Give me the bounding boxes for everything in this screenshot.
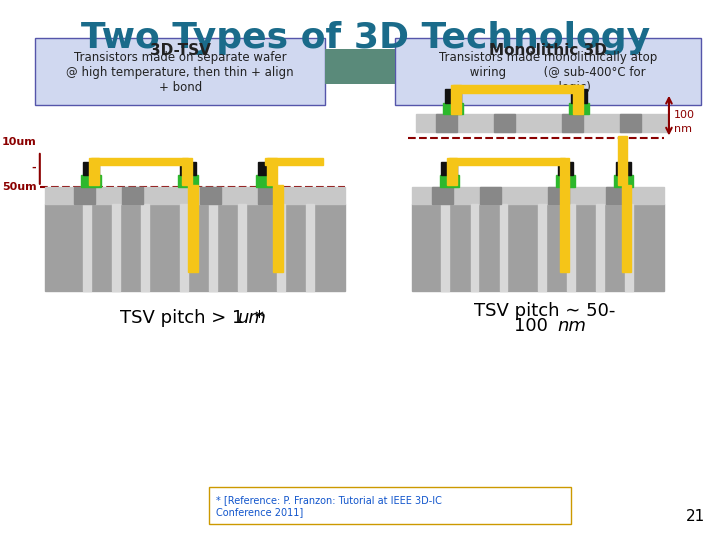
Bar bbox=[81, 175, 101, 187]
Bar bbox=[273, 185, 283, 272]
Text: 50um: 50um bbox=[2, 182, 37, 192]
Bar bbox=[441, 161, 457, 175]
Bar bbox=[256, 175, 275, 187]
Bar bbox=[325, 49, 395, 84]
Bar bbox=[45, 187, 345, 204]
Text: Transistors made on separate wafer
@ high temperature, then thin + align
+ bond: Transistors made on separate wafer @ hig… bbox=[66, 51, 294, 94]
Text: nm: nm bbox=[674, 124, 692, 134]
FancyBboxPatch shape bbox=[35, 38, 325, 105]
Bar bbox=[188, 185, 197, 272]
Bar bbox=[84, 161, 99, 175]
Bar bbox=[141, 204, 149, 291]
Bar bbox=[616, 161, 631, 175]
Bar bbox=[182, 158, 192, 185]
Bar bbox=[238, 204, 246, 291]
Bar bbox=[258, 161, 273, 175]
Bar bbox=[494, 114, 515, 132]
Text: 100: 100 bbox=[513, 317, 547, 335]
FancyBboxPatch shape bbox=[210, 487, 571, 524]
Bar bbox=[447, 158, 457, 185]
Bar bbox=[567, 204, 575, 291]
Bar bbox=[571, 89, 587, 103]
Bar bbox=[570, 103, 589, 114]
Bar bbox=[446, 89, 461, 103]
FancyBboxPatch shape bbox=[395, 38, 701, 105]
Bar bbox=[432, 187, 453, 204]
Bar bbox=[556, 175, 575, 187]
Bar bbox=[180, 161, 196, 175]
Bar bbox=[122, 187, 143, 204]
Bar bbox=[596, 204, 604, 291]
Bar bbox=[573, 85, 582, 114]
Bar bbox=[266, 158, 323, 165]
Bar bbox=[606, 187, 627, 204]
Bar bbox=[441, 204, 449, 291]
Text: Monolithic 3D: Monolithic 3D bbox=[489, 43, 607, 58]
Bar bbox=[449, 158, 565, 165]
Text: 100: 100 bbox=[674, 110, 695, 120]
Text: * [Reference: P. Franzon: Tutorial at IEEE 3D-IC
Conference 2011]: * [Reference: P. Franzon: Tutorial at IE… bbox=[216, 495, 442, 517]
Text: 10um: 10um bbox=[2, 137, 37, 147]
Bar bbox=[258, 187, 279, 204]
Bar bbox=[416, 114, 668, 132]
Text: Two Types of 3D Technology: Two Types of 3D Technology bbox=[81, 21, 651, 55]
Bar bbox=[277, 204, 284, 291]
Text: nm: nm bbox=[557, 317, 587, 335]
Bar bbox=[471, 204, 478, 291]
Bar bbox=[618, 137, 627, 185]
Bar bbox=[436, 114, 457, 132]
Text: Transistors made monolithically atop
     wiring          (@ sub-400°C for
     : Transistors made monolithically atop wir… bbox=[438, 51, 657, 94]
Bar bbox=[620, 114, 641, 132]
Bar bbox=[453, 85, 579, 93]
Bar bbox=[539, 204, 546, 291]
Bar bbox=[45, 204, 345, 291]
Bar bbox=[559, 185, 570, 272]
Bar bbox=[73, 187, 95, 204]
Bar bbox=[84, 204, 91, 291]
Text: um: um bbox=[238, 309, 267, 327]
Bar bbox=[199, 187, 221, 204]
Bar bbox=[91, 158, 188, 165]
Bar bbox=[480, 187, 502, 204]
Bar bbox=[439, 175, 459, 187]
Bar bbox=[557, 161, 573, 175]
Bar bbox=[613, 175, 633, 187]
Bar bbox=[179, 175, 197, 187]
Bar bbox=[112, 204, 120, 291]
Text: 3D-TSV: 3D-TSV bbox=[150, 43, 210, 58]
Bar bbox=[444, 103, 463, 114]
Bar bbox=[626, 204, 633, 291]
Text: 21: 21 bbox=[685, 509, 705, 524]
Bar bbox=[621, 185, 631, 272]
Bar bbox=[451, 85, 461, 114]
Bar bbox=[559, 158, 570, 185]
Bar bbox=[210, 204, 217, 291]
Bar bbox=[413, 204, 664, 291]
Text: *: * bbox=[255, 309, 264, 327]
Text: -: - bbox=[31, 163, 36, 172]
Text: TSV pitch ∼ 50-: TSV pitch ∼ 50- bbox=[474, 302, 616, 320]
Bar bbox=[562, 114, 582, 132]
Bar bbox=[267, 158, 277, 185]
Bar bbox=[89, 158, 99, 185]
Bar bbox=[180, 204, 188, 291]
Bar bbox=[413, 187, 664, 204]
Bar bbox=[548, 187, 570, 204]
Text: TSV pitch > 1: TSV pitch > 1 bbox=[120, 309, 244, 327]
Bar bbox=[500, 204, 508, 291]
Bar bbox=[306, 204, 314, 291]
